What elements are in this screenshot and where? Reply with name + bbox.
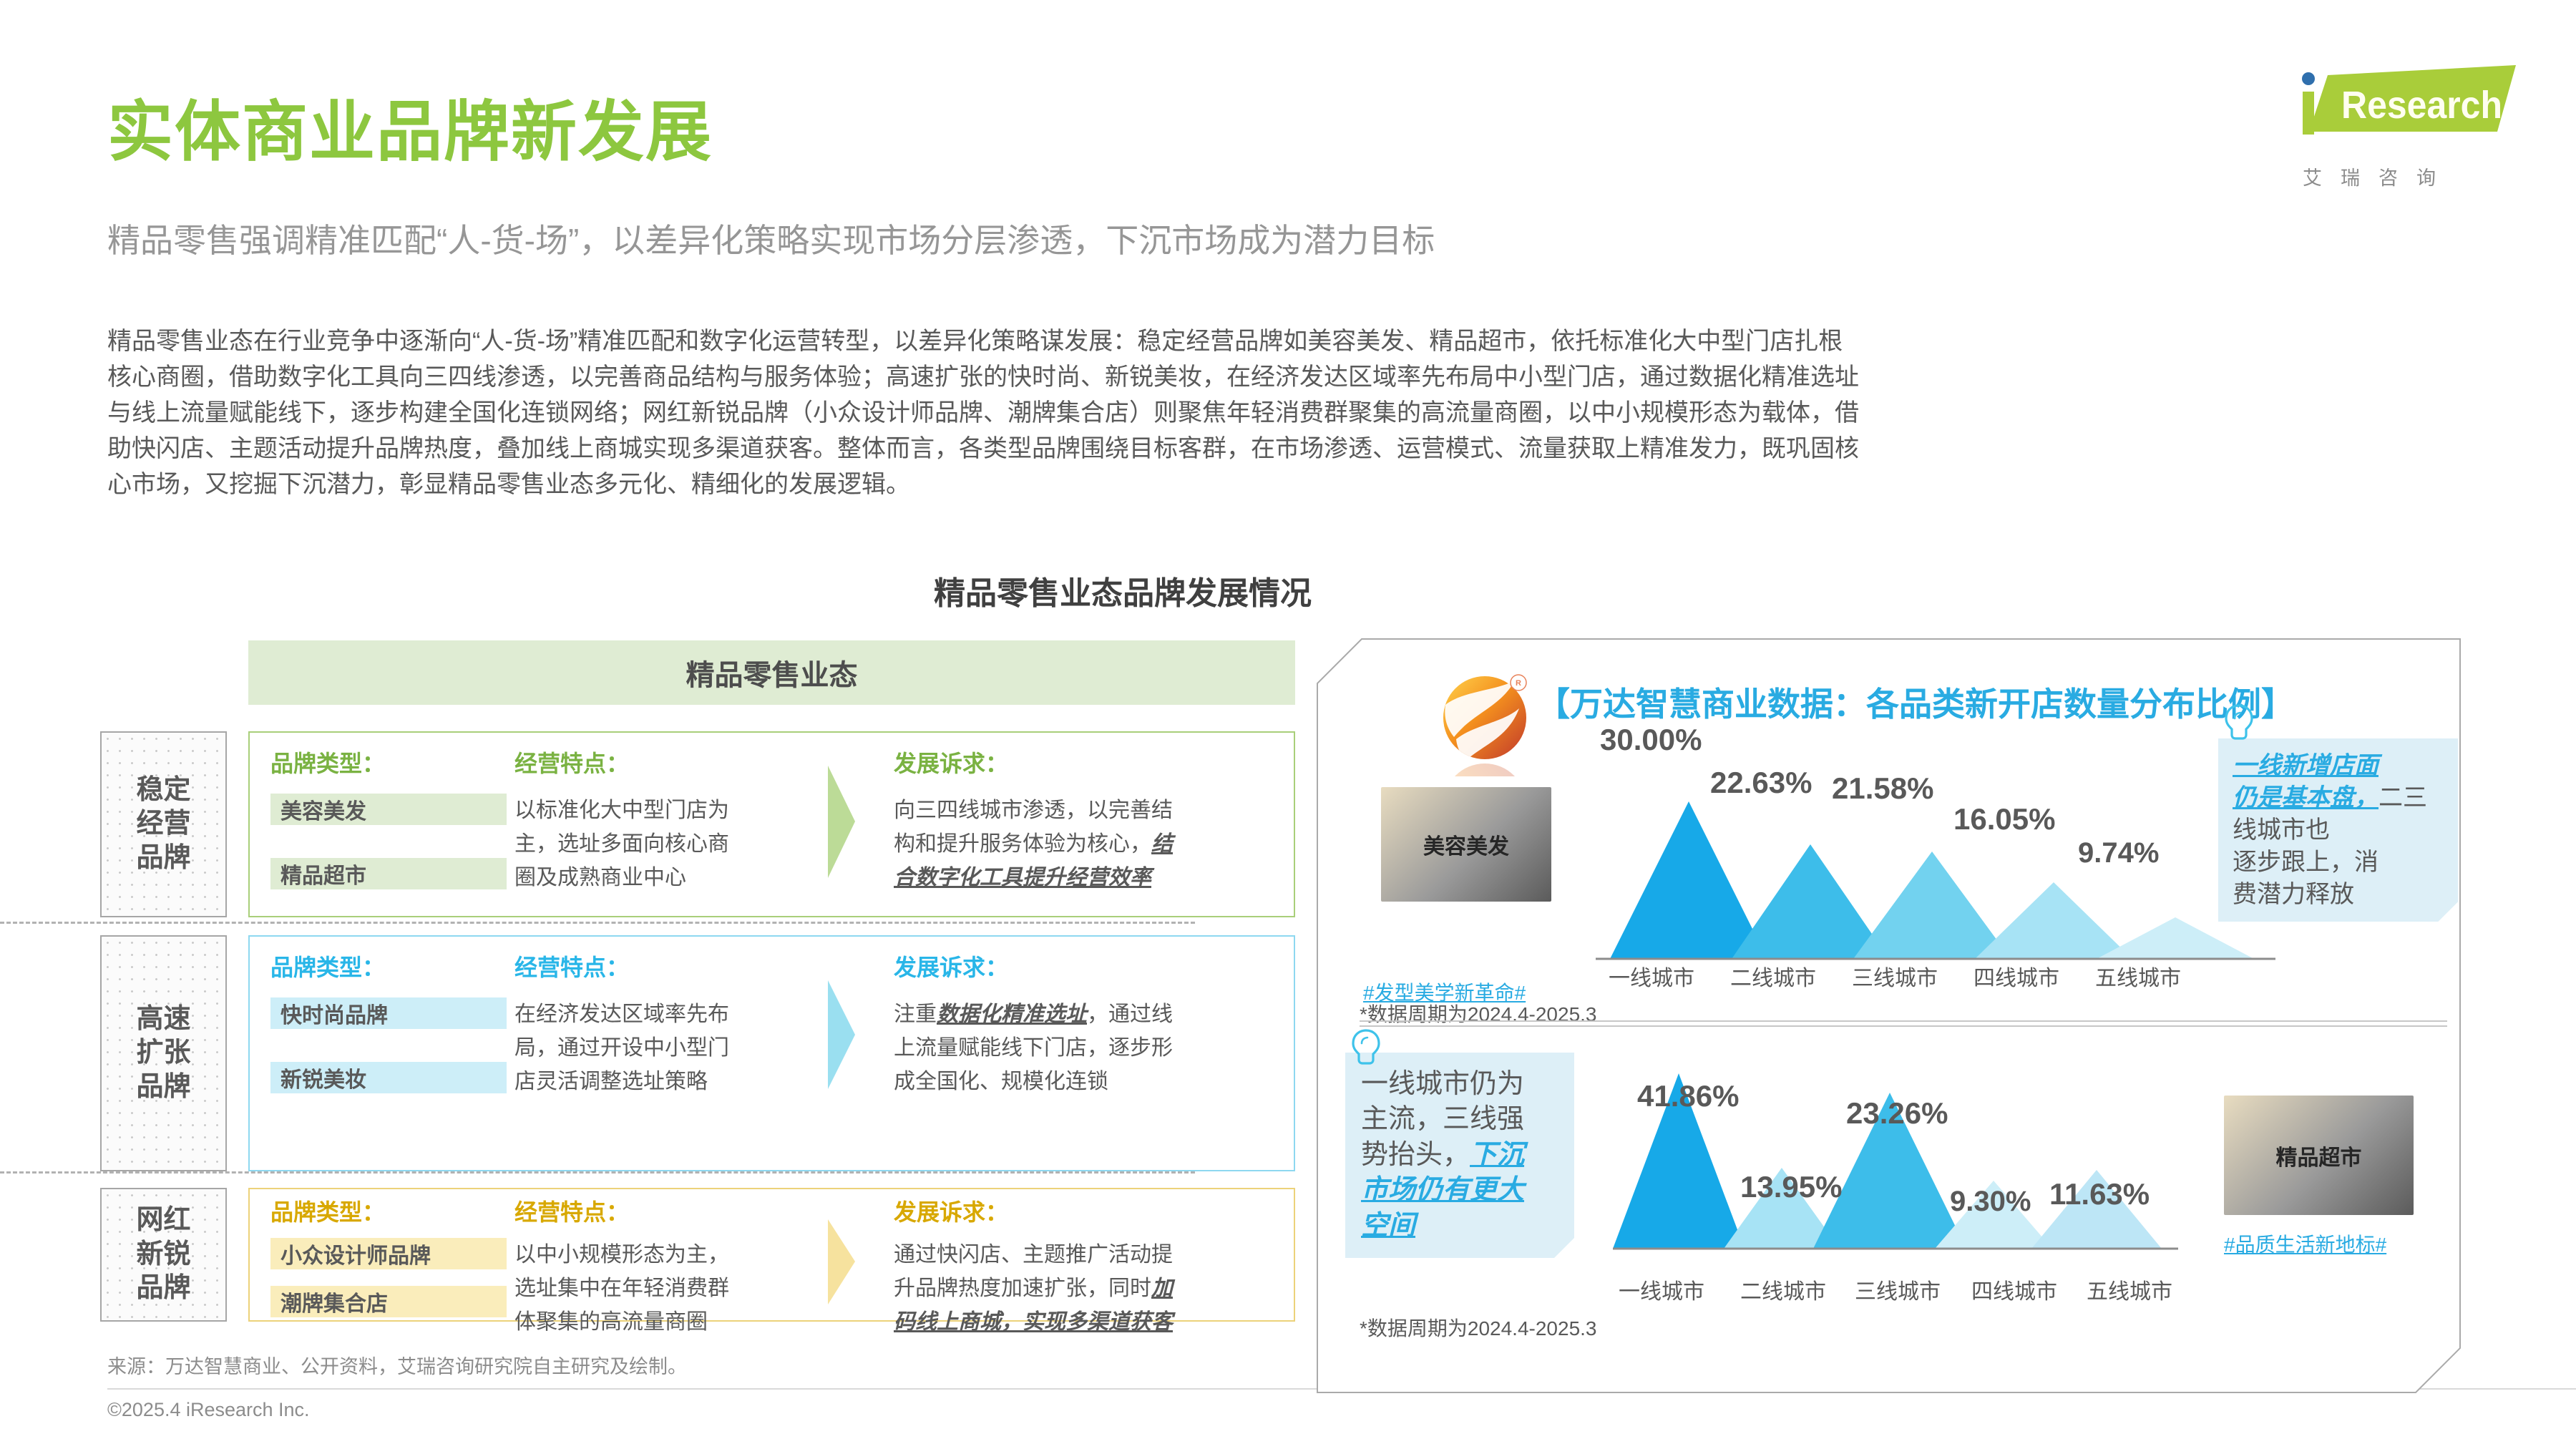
svg-text:R: R: [1516, 679, 1521, 688]
svg-text:Research: Research: [2341, 84, 2502, 127]
